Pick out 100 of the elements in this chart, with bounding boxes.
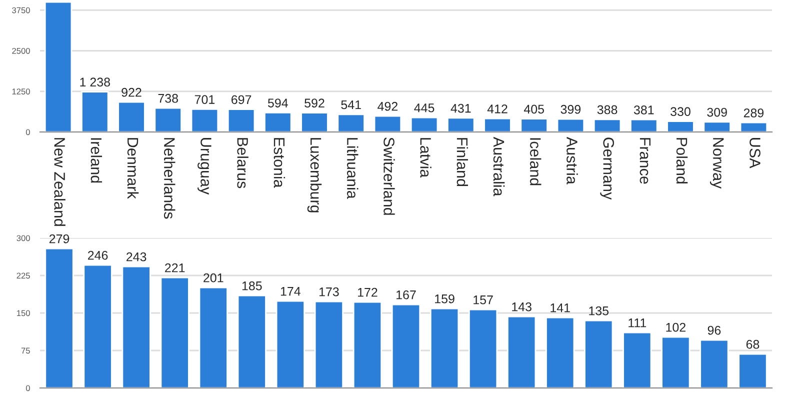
x-tick-label: Netherlands [164, 138, 176, 219]
data-label: 279 [49, 234, 70, 244]
bar [391, 304, 421, 388]
x-tick-label: Iceland [530, 138, 542, 186]
bar [484, 118, 512, 132]
data-label: 701 [194, 95, 215, 104]
x-tick-label: USA [750, 138, 760, 168]
bar [703, 121, 731, 132]
data-label: 592 [304, 98, 324, 108]
data-label: 388 [597, 105, 618, 114]
x-tick-label: Denmark [127, 138, 139, 199]
y-tick-label: 2500 [12, 48, 30, 54]
bar [160, 276, 190, 388]
data-label: 185 [242, 281, 262, 290]
y-tick-label: 0 [26, 129, 30, 136]
bar [666, 120, 694, 132]
data-label: 102 [666, 322, 686, 332]
data-label: 157 [474, 296, 493, 304]
bar [44, 2, 72, 132]
data-label: 246 [88, 250, 108, 260]
bar [198, 286, 228, 388]
bar [118, 101, 146, 132]
bar [276, 300, 305, 388]
data-label: 159 [435, 294, 454, 304]
bar [237, 294, 266, 388]
bar [661, 336, 690, 388]
bar [264, 112, 292, 132]
x-tick-label: New Zealand [54, 138, 66, 226]
bar [622, 332, 652, 388]
data-label: 399 [560, 104, 581, 114]
bar [190, 108, 219, 132]
bar [337, 114, 365, 132]
data-label: 167 [396, 290, 416, 300]
x-tick-label: Estonia [274, 138, 286, 188]
data-label: 492 [378, 102, 398, 111]
data-label: 201 [204, 273, 224, 282]
y-tick-label: 225 [16, 272, 30, 279]
y-tick-label: 1250 [12, 88, 30, 94]
bar [227, 108, 256, 132]
data-label: 431 [450, 104, 471, 113]
data-label: 445 [414, 104, 434, 112]
data-label: 172 [358, 288, 378, 297]
data-label: 309 [707, 108, 727, 117]
x-tick-label: Uruguay [198, 138, 212, 195]
bar [352, 301, 382, 388]
data-label: 330 [670, 107, 690, 116]
data-label: 922 [122, 88, 142, 97]
x-tick-label: Latvia [420, 138, 432, 178]
data-label: 243 [126, 252, 146, 262]
bar [410, 116, 438, 132]
data-label: 68 [746, 340, 760, 349]
bar [584, 320, 614, 388]
bar [546, 316, 575, 388]
bar [314, 300, 344, 388]
x-tick-label: Australia [493, 136, 505, 196]
x-tick-label: Norway [710, 138, 724, 189]
data-label: 173 [319, 287, 339, 296]
data-label: 405 [524, 104, 544, 114]
y-tick-label: 75 [21, 348, 30, 354]
bar [81, 91, 109, 132]
x-tick-label: Luxemburg [307, 138, 322, 212]
bar [507, 316, 536, 388]
bar [447, 117, 475, 132]
data-label: 738 [158, 94, 178, 103]
bar [374, 115, 402, 132]
bar [593, 118, 622, 132]
bar [738, 353, 768, 388]
x-tick-label: Belarus [237, 138, 248, 188]
data-label: 143 [512, 302, 532, 312]
x-tick-label: Ireland [90, 138, 102, 183]
y-tick-label: 150 [17, 310, 30, 316]
data-label: 381 [634, 106, 654, 114]
bar [468, 308, 498, 388]
x-tick-label: Switzerland [384, 138, 395, 215]
bar [740, 122, 768, 132]
data-label: 111 [628, 318, 646, 328]
bar [630, 118, 658, 132]
data-label: 697 [232, 95, 252, 104]
x-tick-label: Germany [600, 138, 614, 200]
data-label: 541 [341, 100, 361, 110]
data-label: 141 [550, 304, 570, 312]
y-tick-label: 300 [16, 235, 30, 242]
data-label: 412 [487, 104, 508, 114]
x-tick-label: Lithuania [347, 138, 358, 199]
data-label: 221 [165, 263, 185, 272]
x-tick-label: Finland [456, 138, 468, 186]
data-label: 594 [268, 98, 288, 108]
bar [154, 107, 182, 132]
bar [300, 112, 328, 132]
bar [430, 308, 460, 388]
x-tick-label: Austria [566, 136, 578, 184]
y-tick-label: 3750 [12, 7, 30, 14]
data-label: 1 238 [80, 78, 110, 87]
data-label: 135 [589, 306, 609, 316]
data-label: 174 [280, 287, 300, 296]
bar [700, 339, 729, 388]
bar [556, 118, 585, 132]
x-tick-label: France [640, 138, 650, 184]
bar [122, 266, 151, 388]
bar [44, 248, 74, 388]
